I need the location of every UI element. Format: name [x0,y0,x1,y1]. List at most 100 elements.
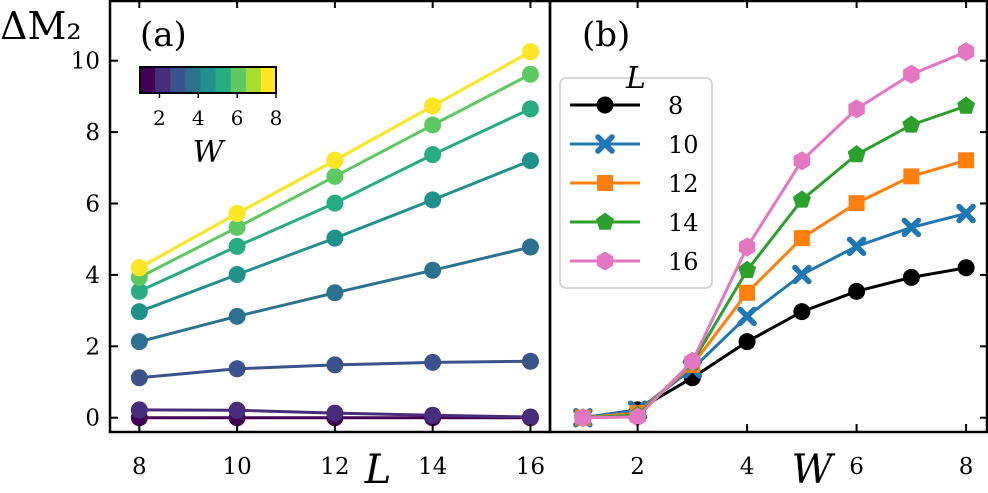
data-point [521,408,539,426]
data-point [228,237,246,255]
x-tick-label: 8 [132,454,147,480]
colorbar-segment [170,67,186,93]
marker-hexagon [903,64,920,84]
data-point [326,229,344,247]
data-point [130,333,148,351]
legend-label: 16 [668,248,699,276]
data-point [228,401,246,419]
data-point [228,360,246,378]
series-w3 [130,352,539,387]
data-point [424,97,442,115]
colorbar-segment [245,67,262,93]
data-point [228,307,246,325]
data-point [521,100,539,118]
data-point [228,266,246,284]
data-point [130,401,148,419]
colorbar-tick-label: 8 [270,106,283,130]
legend-item: 10 [570,131,699,159]
colorbar-tick-label: 2 [153,106,166,130]
data-point [130,282,148,300]
colorbar-segment [230,67,247,93]
colorbar-segment [200,67,217,93]
colorbar-tick-label: 4 [192,106,205,130]
y-tick-label: 8 [85,120,100,146]
series-line [582,50,967,420]
marker-square [793,230,810,247]
legend-item: 14 [570,209,699,237]
marker-square [903,168,920,185]
data-point [130,303,148,321]
data-point [228,205,246,223]
series-w8 [130,43,539,277]
panel-a: 0 2 4 6 8 10 8 10 12 14 16 (a) L 2 4 6 8 W [71,0,552,493]
marker-x-stroke [595,134,615,154]
marker-pentagon [847,145,866,163]
data-point [326,167,344,185]
y-tick-label: 2 [85,334,100,360]
data-point [130,369,148,387]
marker-x [792,264,812,285]
legend-item: 12 [570,170,699,198]
series-w4 [130,238,539,351]
x-tick-label: 6 [849,454,864,480]
y-tick-label: 10 [71,49,100,75]
marker-pentagon [738,260,757,278]
marker-x-stroke [792,264,812,285]
series-w6 [130,100,539,300]
marker-hexagon [596,251,614,271]
x-tick-label: 2 [630,454,645,480]
marker-pentagon [792,190,811,208]
marker-x [737,306,757,327]
data-point [130,259,148,277]
panel-label-a: (a) [140,15,187,55]
marker-square [958,152,975,169]
series-w7 [130,65,539,286]
panel-label-b: (b) [582,15,630,55]
data-point [424,116,442,134]
x-tick-label: 12 [320,454,349,480]
marker-pentagon [596,212,614,230]
marker-circle [848,282,866,300]
panel-b-frame [548,0,988,434]
marker-x-stroke [901,217,922,238]
marker-x-stroke [956,203,976,224]
data-point [521,352,539,370]
marker-square [739,284,756,301]
figure-text: ΔM₂ [0,4,82,48]
marker-x [595,134,615,154]
colorbar: 2 4 6 8 W [139,66,283,170]
marker-square [597,175,613,191]
marker-square [848,195,865,212]
x-tick-label: 14 [418,454,447,480]
marker-circle [793,303,811,321]
marker-hexagon [848,99,865,119]
colorbar-segment [215,67,232,93]
x-tick-label: 8 [959,454,974,480]
marker-x [846,236,867,257]
series-line [582,266,967,420]
marker-pentagon [957,96,976,114]
data-point [424,261,442,279]
x-tick-label: 16 [516,454,545,480]
series-w2 [130,401,539,426]
x-axis-label-a: L [364,447,392,493]
x-tick-label: 10 [222,454,251,480]
x-axis-label-b: W [791,447,835,493]
marker-hexagon [957,42,975,62]
y-tick-label: 6 [85,192,100,218]
data-point [424,406,442,424]
data-point [326,404,344,422]
y-tick-label: 4 [85,263,100,289]
marker-x-stroke [846,236,867,257]
colorbar-label: W [193,135,226,170]
data-point [424,353,442,371]
marker-circle [957,259,975,277]
data-point [326,284,344,302]
data-point [326,356,344,374]
x-tick-label: 4 [740,454,755,480]
legend: L8 10 12 14 16 [559,61,713,289]
marker-hexagon [684,351,701,371]
colorbar-segment [155,67,171,93]
